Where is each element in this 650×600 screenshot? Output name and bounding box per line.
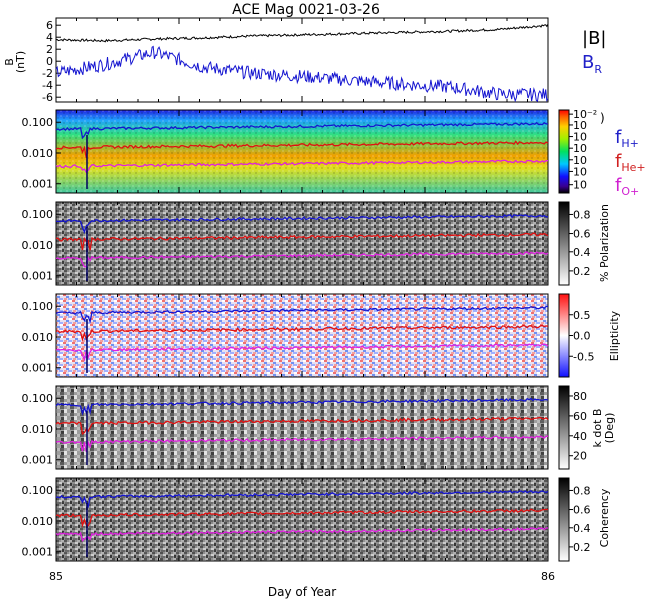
colorbar-tick-label: 0.2 [573,541,591,554]
freq-line-H [55,121,549,140]
spec-y-tick-label: 0.001 [22,546,54,559]
b-y-tick-label: -2 [42,67,53,80]
x-axis: 85 86 Day of Year [49,18,555,599]
chart-title: ACE Mag 0021-03-26 [232,2,380,18]
freq-line-He [55,324,549,342]
legend-f-h: fH+ [615,127,639,150]
colorbar-tick-label: 0.5 [573,309,591,322]
ellipticity-colorbar-label: Ellipticity [608,310,621,361]
colorbar-tick-label: 0.8 [573,484,591,497]
colorbar-tick-label: 10 [573,179,587,192]
freq-line-H [55,397,549,416]
ellipticity-panel: 0.5 0.0 -0.5 Ellipticity [55,293,621,378]
b-panel-frame [55,17,549,103]
colorbar-tick-label: 10 [573,154,587,167]
spec-y-tick-label: 0.001 [22,178,54,191]
legend-f-o: fO+ [615,175,639,198]
spec-y-tick-label: 0.001 [22,270,54,283]
kdotb-colorbar-label: k dot B [591,409,604,448]
spec-y-tick-label: 0.100 [22,116,54,129]
spec-y-tick-label: 0.010 [22,239,54,252]
b-legend: |B| BR [582,28,606,76]
x-tick-label-86: 86 [541,570,555,583]
coherency-colorbar-label: Coherency [598,488,611,547]
spec-y-tick-label: 0.001 [22,454,54,467]
series-line-b-magnitude [55,23,549,43]
kdotb-panel: 80 60 40 20 k dot B (Deg) [55,385,616,470]
b-y-tick-label: 2 [46,43,53,56]
colorbar-tick-label: 40 [573,430,587,443]
colorbar-tick-label: 0.8 [573,208,591,221]
colorbar-tick-label: -0.5 [573,350,594,363]
freq-line-O [55,343,549,362]
colorbar-tick-label: 0.6 [573,504,591,517]
power-colorbar-right-label: ) [600,111,605,125]
x-tick-label-85: 85 [49,570,63,583]
series-line-b-r [55,45,549,103]
x-axis-label: Day of Year [268,585,336,599]
spec-y-tick-label: 0.010 [22,515,54,528]
colorbar-tick-label: 10 [573,119,587,132]
ellipticity-image [56,294,548,377]
b-y-tick-label: 0 [46,55,53,68]
colorbar-tick-label: 10 [573,142,587,155]
colorbar-tick-label: 10⁻² [573,108,597,121]
coherency-panel: 0.8 0.6 0.4 0.2 Coherency [55,477,611,562]
colorbar-tick-label: 20 [573,450,587,463]
colorbar-tick-label: 80 [573,390,587,403]
b-y-tick-label: -4 [42,79,53,92]
b-panel-yunit: (nT) [14,51,27,73]
polarization-colorbar: 0.8 0.6 0.4 0.2 % Polarization [558,201,611,286]
spec-y-tick-label: 0.100 [22,484,54,497]
freq-line-H [55,305,549,325]
freq-line-O [55,251,549,268]
freq-line-He [55,232,549,251]
b-y-tick-label: 6 [46,19,53,32]
kdotb-colorbar: 80 60 40 20 k dot B (Deg) [558,385,616,470]
b-y-tick-label: -6 [42,91,53,104]
spec-y-tick-label: 0.100 [22,300,54,313]
spec-y-tick-label: 0.010 [22,147,54,160]
colorbar-tick-label: 10 [573,131,587,144]
spec-y-tick-label: 0.010 [22,423,54,436]
b-y-tick-label: 4 [46,31,53,44]
freq-line-O [55,159,548,174]
spectral-y-ticks: 0.100 0.010 0.001 0.100 0.010 0.001 0.100 0.010… [22,116,61,559]
spec-y-tick-label: 0.010 [22,331,54,344]
colorbar-tick-label: 0.4 [573,522,591,535]
colorbar-tick-label: 0.0 [573,330,591,343]
colorbar-tick-label: 0.6 [573,228,591,241]
colorbar-tick-label: 0.2 [573,265,591,278]
freq-line-H [55,490,549,509]
freq-line-He [55,140,549,159]
spec-y-tick-label: 0.100 [22,208,54,221]
colorbar-tick-label: 60 [573,410,587,423]
spec-y-tick-label: 0.001 [22,362,54,375]
colorbar-tick-label: 10 [573,165,587,178]
freq-line-H [55,214,548,235]
b-panel-ylabel: B [3,58,16,66]
freq-line-He [55,416,549,436]
legend-b-magnitude: |B| [582,28,606,49]
polarization-panel: 0.8 0.6 0.4 0.2 % Polarization [55,201,611,286]
freq-legend: fH+ fHe+ fO+ [615,127,646,198]
kdotb-colorbar-label-unit: (Deg) [603,413,616,444]
spec-y-tick-label: 0.100 [22,392,54,405]
legend-f-he: fHe+ [615,151,646,174]
polarization-colorbar-label: % Polarization [598,204,611,282]
legend-b-r: BR [582,52,602,76]
power-spectrum-texture [56,110,548,193]
freq-line-O [55,527,548,543]
colorbar-tick-label: 0.4 [573,246,591,259]
freq-line-He [55,508,549,528]
ellipticity-colorbar: 0.5 0.0 -0.5 Ellipticity [558,293,621,378]
coherency-colorbar: 0.8 0.6 0.4 0.2 Coherency [558,477,611,562]
freq-line-O [55,435,549,453]
frequency-overlays [55,121,549,557]
